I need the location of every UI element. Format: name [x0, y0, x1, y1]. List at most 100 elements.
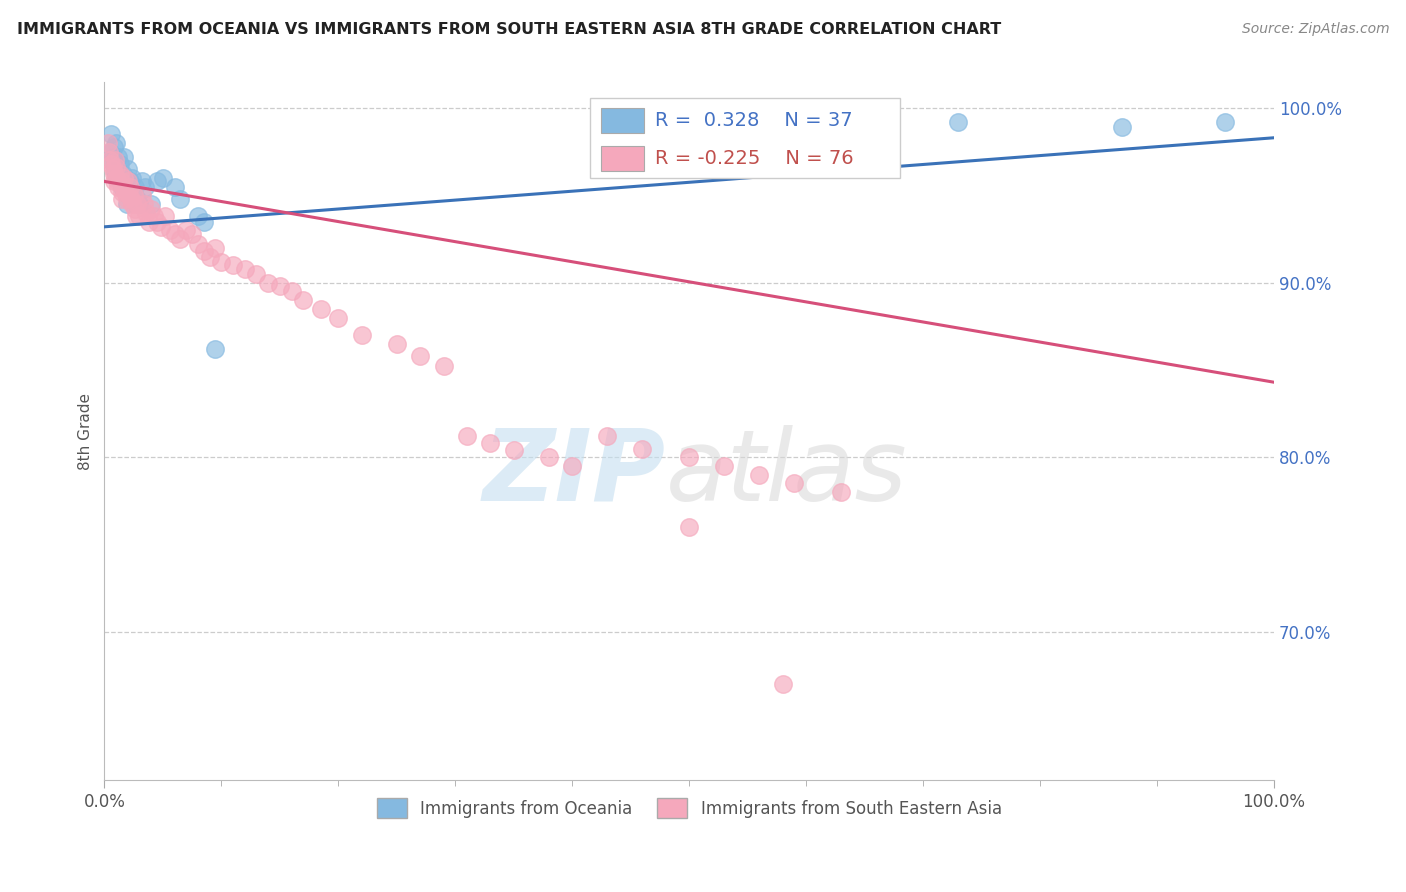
Point: [98, 153, 121, 168]
Point: [111, 179, 134, 194]
Point: [98, 145, 121, 159]
Point: [107, 150, 129, 164]
Point: [842, 117, 865, 131]
Text: atlas: atlas: [666, 425, 907, 522]
Point: [292, 293, 315, 307]
Point: [222, 258, 245, 272]
Point: [100, 157, 122, 171]
Point: [111, 185, 134, 199]
Point: [187, 237, 209, 252]
Point: [409, 349, 432, 363]
Point: [105, 136, 128, 150]
Point: [104, 153, 127, 168]
Point: [153, 210, 176, 224]
Point: [169, 192, 191, 206]
Point: [561, 458, 583, 473]
Point: [146, 214, 169, 228]
Point: [110, 174, 132, 188]
Point: [120, 179, 142, 194]
Point: [121, 197, 143, 211]
Point: [783, 476, 806, 491]
Point: [101, 162, 124, 177]
Point: [138, 214, 160, 228]
Point: [115, 197, 138, 211]
Point: [112, 150, 135, 164]
Point: [124, 179, 146, 194]
FancyBboxPatch shape: [602, 145, 644, 170]
Point: [117, 162, 139, 177]
Point: [141, 202, 163, 217]
Point: [783, 119, 806, 133]
Point: [280, 285, 302, 299]
Point: [110, 174, 132, 188]
Point: [125, 210, 148, 224]
Point: [105, 174, 128, 188]
Point: [105, 170, 128, 185]
Point: [163, 227, 186, 241]
Point: [134, 179, 156, 194]
Point: [101, 150, 124, 164]
Point: [328, 310, 350, 325]
FancyBboxPatch shape: [602, 108, 644, 133]
Point: [122, 188, 145, 202]
Point: [209, 254, 232, 268]
Point: [107, 179, 129, 194]
Point: [1111, 120, 1133, 135]
Point: [112, 170, 135, 185]
Point: [112, 179, 135, 194]
Point: [152, 170, 174, 185]
Text: ZIP: ZIP: [482, 425, 666, 522]
Text: Source: ZipAtlas.com: Source: ZipAtlas.com: [1241, 22, 1389, 37]
Point: [350, 328, 373, 343]
Point: [128, 197, 150, 211]
Y-axis label: 8th Grade: 8th Grade: [79, 392, 93, 469]
Point: [502, 443, 524, 458]
Point: [128, 210, 150, 224]
Point: [114, 179, 136, 194]
Point: [198, 250, 221, 264]
Point: [596, 429, 619, 443]
Text: R =  0.328    N = 37: R = 0.328 N = 37: [655, 111, 853, 130]
Point: [121, 170, 143, 185]
Point: [678, 450, 700, 465]
Legend: Immigrants from Oceania, Immigrants from South Eastern Asia: Immigrants from Oceania, Immigrants from…: [370, 792, 1008, 824]
Point: [120, 174, 142, 188]
Point: [1213, 115, 1236, 129]
Point: [120, 192, 142, 206]
Point: [131, 188, 153, 202]
Point: [103, 139, 125, 153]
Point: [149, 219, 172, 234]
Point: [127, 197, 149, 211]
Point: [134, 197, 156, 211]
Point: [100, 128, 122, 142]
Point: [103, 174, 125, 188]
Point: [233, 261, 256, 276]
Point: [124, 202, 146, 217]
Point: [245, 267, 267, 281]
Point: [112, 168, 135, 182]
Text: IMMIGRANTS FROM OCEANIA VS IMMIGRANTS FROM SOUTH EASTERN ASIA 8TH GRADE CORRELAT: IMMIGRANTS FROM OCEANIA VS IMMIGRANTS FR…: [17, 22, 1001, 37]
Point: [748, 467, 770, 482]
Point: [309, 301, 332, 316]
Point: [187, 210, 209, 224]
Point: [115, 192, 138, 206]
Point: [108, 157, 131, 171]
Point: [174, 223, 197, 237]
Point: [193, 214, 215, 228]
Point: [118, 188, 141, 202]
Point: [432, 359, 454, 374]
Point: [97, 136, 120, 150]
Point: [385, 336, 408, 351]
Point: [713, 458, 735, 473]
Point: [114, 185, 136, 199]
Point: [946, 115, 969, 129]
Point: [169, 232, 191, 246]
Point: [479, 436, 502, 450]
Text: R = -0.225    N = 76: R = -0.225 N = 76: [655, 149, 853, 168]
Point: [193, 244, 215, 259]
Point: [257, 276, 280, 290]
Point: [117, 174, 139, 188]
Point: [146, 174, 169, 188]
Point: [204, 241, 226, 255]
Point: [105, 161, 128, 175]
